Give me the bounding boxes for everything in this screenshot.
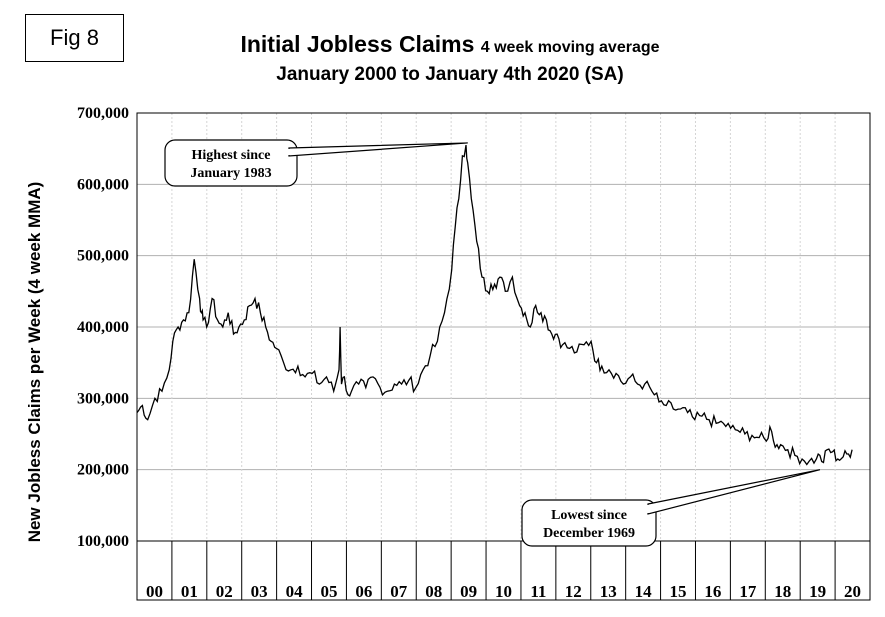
chart-subtitle: January 2000 to January 4th 2020 (SA) — [276, 64, 624, 85]
x-tick-label: 02 — [216, 582, 233, 601]
callout-highest: Highest since January 1983 — [164, 139, 468, 187]
x-tick-label: 00 — [146, 582, 163, 601]
chart-title: Initial Jobless Claims 4 week moving ave… — [150, 30, 750, 62]
y-axis-label: New Jobless Claims per Week (4 week MMA) — [25, 182, 44, 543]
x-tick-label: 01 — [181, 582, 198, 601]
chart-title-block: Initial Jobless Claims 4 week moving ave… — [150, 30, 750, 88]
callout-box — [521, 499, 657, 547]
y-tick-label: 700,000 — [77, 105, 129, 122]
x-tick-label: 10 — [495, 582, 512, 601]
y-tick-label: 100,000 — [77, 533, 129, 550]
series-line — [136, 144, 853, 466]
y-tick-label: 400,000 — [77, 319, 129, 336]
x-tick-label: 09 — [460, 582, 477, 601]
callout-line2: December 1969 — [543, 526, 635, 541]
annotations: Highest since January 1983 Lowest since Dec… — [164, 139, 821, 547]
chart-title-suffix: 4 week moving average — [480, 39, 660, 56]
x-tick-label: 11 — [530, 582, 546, 601]
x-tick-label: 14 — [635, 582, 653, 601]
x-tick-label: 19 — [809, 582, 826, 601]
callout-line2: January 1983 — [190, 166, 271, 181]
x-axis: 00 01 02 03 04 05 06 07 08 09 10 11 12 13 14 15 16 17 18 19… — [136, 541, 871, 601]
x-tick-label: 18 — [774, 582, 791, 601]
callout-line1: Lowest since — [551, 508, 627, 523]
x-tick-label: 04 — [286, 582, 304, 601]
x-tick-label: 20 — [844, 582, 861, 601]
callout-pointer — [647, 469, 821, 515]
x-tick-label: 03 — [251, 582, 268, 601]
x-tick-label: 05 — [320, 582, 337, 601]
callout-lowest: Lowest since December 1969 — [521, 469, 821, 547]
plot-frame — [136, 112, 871, 601]
y-tick-label: 200,000 — [77, 462, 129, 479]
y-tick-label: 300,000 — [77, 390, 129, 407]
callout-line1: Highest since — [192, 148, 271, 163]
callout-pointer — [288, 142, 468, 157]
x-tick-label: 13 — [600, 582, 617, 601]
x-tick-label: 12 — [565, 582, 582, 601]
x-tick-label: 08 — [425, 582, 442, 601]
x-tick-label: 07 — [390, 582, 408, 601]
figure-label: Fig 8 — [25, 14, 124, 62]
y-axis: 100,000 200,000 300,000 400,000 500,000 600,0… — [77, 105, 129, 550]
x-tick-label: 16 — [704, 582, 721, 601]
chart-title-main: Initial Jobless Claims — [240, 31, 475, 57]
y-tick-label: 500,000 — [77, 248, 129, 265]
callout-box — [164, 139, 298, 187]
x-tick-label: 17 — [739, 582, 757, 601]
x-tick-label: 06 — [355, 582, 372, 601]
y-tick-label: 600,000 — [77, 176, 129, 193]
x-tick-label: 15 — [670, 582, 687, 601]
